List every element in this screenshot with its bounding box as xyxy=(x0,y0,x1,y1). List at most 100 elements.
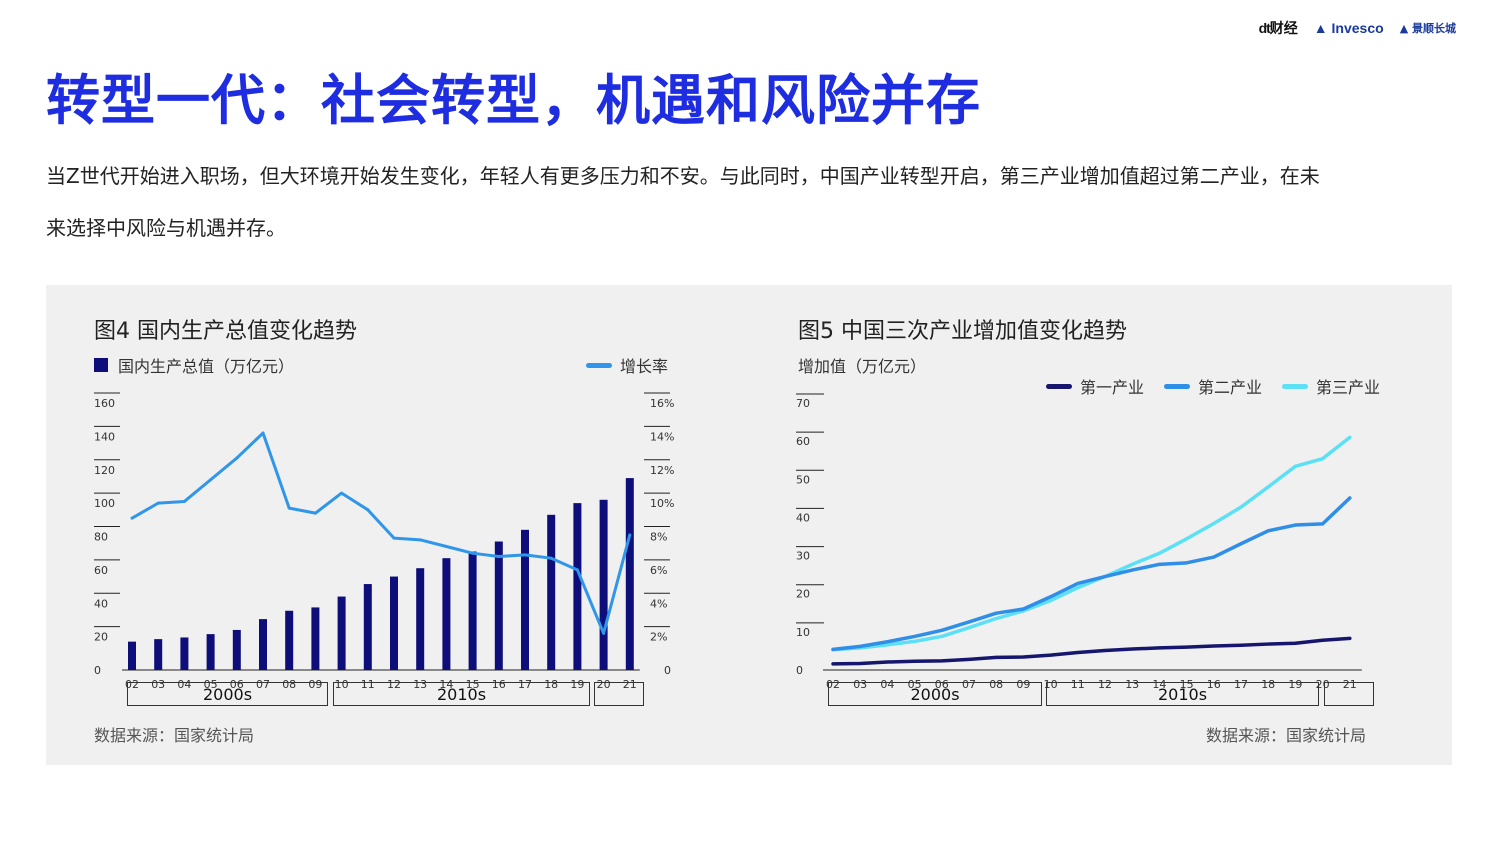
industry-tick-label: 70 xyxy=(796,397,810,410)
great-wall-logo-text: 景顺长城 xyxy=(1412,22,1456,35)
gdp-x-tick-label: 04 xyxy=(177,678,191,691)
secondary-industry-point xyxy=(1266,529,1270,533)
primary-industry-line xyxy=(831,636,1352,666)
tertiary-industry-point xyxy=(940,634,944,638)
primary-industry-point xyxy=(885,660,889,664)
gdp-bar xyxy=(494,541,503,670)
gdp-bar xyxy=(599,499,608,670)
tertiary-industry-point xyxy=(1212,522,1216,526)
growth-rate-point xyxy=(444,545,448,549)
gdp-x-tick-label: 12 xyxy=(387,678,401,691)
primary-industry-point xyxy=(1321,638,1325,642)
gdp-left-tick-label: 100 xyxy=(94,497,115,510)
gdp-bar xyxy=(468,551,477,670)
industry-x-tick-label: 18 xyxy=(1261,678,1275,691)
gdp-bar xyxy=(573,503,582,670)
gdp-right-tick-label: 12% xyxy=(650,464,674,477)
gdp-bar xyxy=(206,634,215,670)
growth-rate-point xyxy=(313,511,317,515)
dt-logo-text: 财经 xyxy=(1269,21,1298,37)
gdp-x-tick-label: 15 xyxy=(466,678,480,691)
industry-ylabel-text: 增加值（万亿元） xyxy=(798,357,927,376)
secondary-legend: 第二产业 xyxy=(1164,374,1262,398)
gdp-x-tick-label: 05 xyxy=(204,678,218,691)
growth-rate-point xyxy=(209,478,213,482)
primary-industry-point xyxy=(1103,649,1107,653)
gdp-bar xyxy=(442,558,451,670)
secondary-industry-point xyxy=(1239,542,1243,546)
industry-x-tick-label: 03 xyxy=(853,678,867,691)
gdp-x-tick-label: 11 xyxy=(361,678,375,691)
primary-industry-point xyxy=(858,662,862,666)
gdp-bar xyxy=(416,568,425,670)
primary-industry-point xyxy=(1266,642,1270,646)
industry-x-tick-label: 16 xyxy=(1207,678,1221,691)
secondary-industry-point xyxy=(858,644,862,648)
tertiary-industry-point xyxy=(1348,435,1352,439)
gdp-bar xyxy=(390,576,398,670)
growth-rate-point xyxy=(471,551,475,555)
growth-rate-point xyxy=(523,553,527,557)
growth-rate-point xyxy=(418,538,422,542)
industry-decade-2010s: 2010s xyxy=(1046,682,1319,706)
secondary-legend-swatch xyxy=(1164,383,1190,389)
secondary-industry-point xyxy=(1321,522,1325,526)
secondary-industry-point xyxy=(1076,581,1080,585)
secondary-industry-point xyxy=(994,611,998,615)
secondary-legend-label: 第二产业 xyxy=(1198,378,1263,397)
growth-rate-point xyxy=(602,631,606,635)
gdp-right-tick-label: 10% xyxy=(650,497,674,510)
page-title: 转型一代：社会转型，机遇和风险并存 xyxy=(46,68,981,132)
industry-x-tick-label: 20 xyxy=(1316,678,1330,691)
gdp-x-tick-label: 08 xyxy=(282,678,296,691)
tertiary-industry-point xyxy=(1266,485,1270,489)
primary-industry-point xyxy=(1293,641,1297,645)
industry-x-tick-label: 13 xyxy=(1125,678,1139,691)
gdp-decade-2020s xyxy=(594,682,644,706)
gdp-right-tick-label: 6% xyxy=(650,564,667,577)
primary-industry-point xyxy=(1049,653,1053,657)
gdp-bar xyxy=(232,629,241,670)
gdp-x-tick-label: 18 xyxy=(544,678,558,691)
gdp-chart-title: 图4 国内生产总值变化趋势 xyxy=(94,319,357,344)
gdp-x-tick-label: 20 xyxy=(597,678,611,691)
secondary-industry-point xyxy=(1021,607,1025,611)
primary-industry-point xyxy=(831,662,835,666)
gdp-bar xyxy=(154,639,163,670)
growth-rate-point xyxy=(130,516,134,520)
gdp-left-tick-label: 60 xyxy=(94,564,108,577)
industry-tick-label: 40 xyxy=(796,511,810,524)
gdp-bar xyxy=(311,607,320,670)
gdp-bar xyxy=(337,596,346,670)
gdp-right-tick-label: 16% xyxy=(650,397,674,410)
industry-tick-label: 60 xyxy=(796,435,810,448)
tertiary-industry-point xyxy=(913,639,917,643)
primary-industry-point xyxy=(967,657,971,661)
tertiary-industry-point xyxy=(1293,464,1297,468)
gdp-x-tick-label: 03 xyxy=(151,678,165,691)
growth-rate-point xyxy=(392,536,396,540)
gdp-chart: 02040608010012014016002%4%6%8%10%12%14%1… xyxy=(94,392,674,691)
gdp-left-tick-label: 20 xyxy=(94,631,108,644)
industry-chart-title: 图5 中国三次产业增加值变化趋势 xyxy=(798,319,1127,344)
gdp-left-tick-label: 140 xyxy=(94,430,115,443)
secondary-industry-point xyxy=(967,620,971,624)
gdp-legend-bar: 国内生产总值（万亿元） xyxy=(94,353,294,377)
industry-x-tick-label: 08 xyxy=(989,678,1003,691)
industry-x-tick-label: 19 xyxy=(1288,678,1302,691)
primary-industry-point xyxy=(994,655,998,659)
secondary-industry-point xyxy=(1130,568,1134,572)
primary-legend: 第一产业 xyxy=(1046,374,1144,398)
primary-legend-label: 第一产业 xyxy=(1080,378,1145,397)
gdp-decade-2010s: 2010s xyxy=(333,682,590,706)
growth-rate-point xyxy=(156,501,160,505)
tertiary-industry-point xyxy=(1076,586,1080,590)
growth-rate-point xyxy=(235,456,239,460)
growth-legend-swatch xyxy=(586,362,612,368)
gdp-decade-2000s: 2000s xyxy=(127,682,328,706)
industry-x-tick-label: 21 xyxy=(1343,678,1357,691)
primary-industry-point xyxy=(1076,650,1080,654)
industry-x-tick-label: 10 xyxy=(1044,678,1058,691)
industry-decade-2020s xyxy=(1324,682,1374,706)
gdp-left-tick-label: 160 xyxy=(94,397,115,410)
